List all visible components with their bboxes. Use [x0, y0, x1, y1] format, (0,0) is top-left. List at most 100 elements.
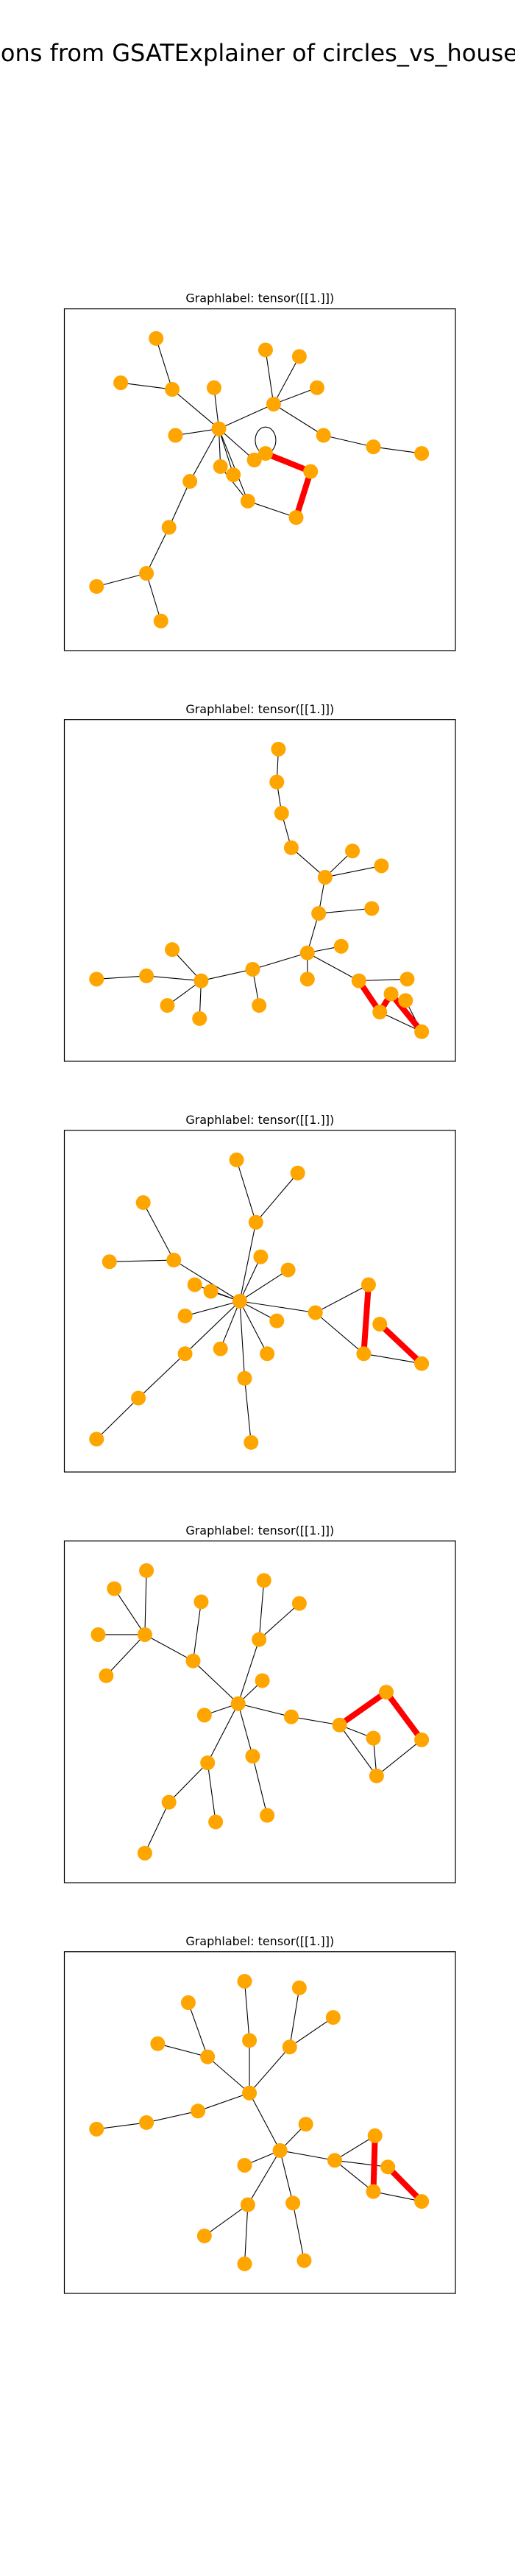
node: [244, 1434, 259, 1450]
node: [246, 453, 262, 467]
highlighted-edge: [360, 1284, 372, 1354]
edge: [219, 428, 255, 461]
edge: [146, 975, 202, 982]
node: [298, 2117, 313, 2132]
node: [274, 805, 289, 821]
edge: [258, 1603, 300, 1641]
edge: [315, 1312, 364, 1354]
edge: [218, 428, 234, 475]
node: [192, 1011, 207, 1026]
edge: [319, 907, 372, 914]
edge: [252, 1756, 268, 1816]
node: [383, 986, 399, 1002]
edge: [144, 1634, 193, 1662]
edge: [289, 1987, 300, 2048]
edge: [168, 481, 191, 528]
edge: [334, 2159, 374, 2193]
node: [366, 1730, 381, 1746]
node: [280, 1262, 296, 1278]
node: [248, 1214, 263, 1230]
node: [131, 1390, 146, 1406]
node: [149, 330, 164, 346]
edge: [280, 2150, 294, 2204]
node: [89, 578, 104, 594]
node: [269, 1313, 285, 1328]
node: [237, 1370, 252, 1386]
node: [325, 2010, 341, 2025]
highlighted-edge: [264, 450, 312, 475]
edge: [247, 500, 296, 518]
edge: [252, 952, 308, 970]
edge: [373, 2191, 422, 2202]
highlighted-edge: [388, 991, 425, 1034]
node: [308, 1305, 323, 1320]
node: [237, 1973, 252, 1989]
node: [398, 993, 413, 1008]
edge: [324, 865, 382, 878]
node: [89, 2121, 104, 2137]
node: [137, 1845, 152, 1861]
node: [299, 972, 315, 987]
edge: [249, 2046, 291, 2094]
node: [137, 1627, 152, 1642]
node: [255, 1673, 270, 1688]
node: [372, 1005, 388, 1019]
edge: [273, 403, 324, 436]
node: [374, 858, 389, 874]
node: [291, 1980, 307, 1995]
node: [291, 349, 307, 364]
edge: [157, 2043, 208, 2058]
node: [316, 428, 331, 443]
highlighted-edge: [377, 1322, 424, 1366]
node: [252, 998, 267, 1013]
edge: [258, 1580, 265, 1640]
node: [139, 566, 154, 581]
edge: [363, 1353, 422, 1365]
figure-title: zations from GSATExplainer of circles_vs…: [0, 39, 515, 67]
node: [283, 1709, 299, 1724]
node: [291, 1596, 307, 1611]
node: [191, 2103, 206, 2119]
edge: [96, 1398, 139, 1440]
node: [245, 961, 260, 977]
node: [379, 1685, 394, 1700]
node: [168, 428, 183, 443]
edge: [244, 1981, 250, 2041]
edge: [168, 1762, 208, 1803]
edge: [146, 573, 162, 621]
edge: [239, 1256, 261, 1302]
node: [203, 1284, 219, 1299]
highlighted-edge: [386, 2165, 424, 2204]
edge: [146, 2110, 199, 2123]
node: [229, 1152, 244, 1167]
node: [309, 380, 324, 395]
node: [332, 1717, 347, 1733]
node: [311, 906, 327, 921]
node: [139, 2115, 154, 2130]
node: [303, 464, 319, 479]
node: [333, 938, 349, 954]
node: [102, 1254, 117, 1270]
node: [253, 1249, 269, 1264]
node: [177, 1346, 193, 1362]
edge: [189, 428, 219, 482]
node: [414, 2194, 430, 2209]
edge: [265, 350, 274, 405]
edge: [236, 1159, 257, 1222]
panel-frame: [63, 719, 456, 1062]
panel-title: Graphlabel: tensor([[1.]]): [185, 1524, 334, 1538]
edge: [244, 2204, 249, 2264]
node: [200, 1755, 216, 1771]
node: [139, 1563, 154, 1578]
edge: [376, 1739, 422, 1777]
edge: [171, 389, 219, 430]
panel-title: Graphlabel: tensor([[1.]]): [185, 1934, 334, 1948]
panel-title: Graphlabel: tensor([[1.]]): [185, 291, 334, 305]
node: [290, 1165, 305, 1181]
node: [232, 1293, 247, 1309]
node: [242, 2085, 258, 2101]
edge: [96, 2122, 147, 2130]
edge: [218, 428, 249, 502]
